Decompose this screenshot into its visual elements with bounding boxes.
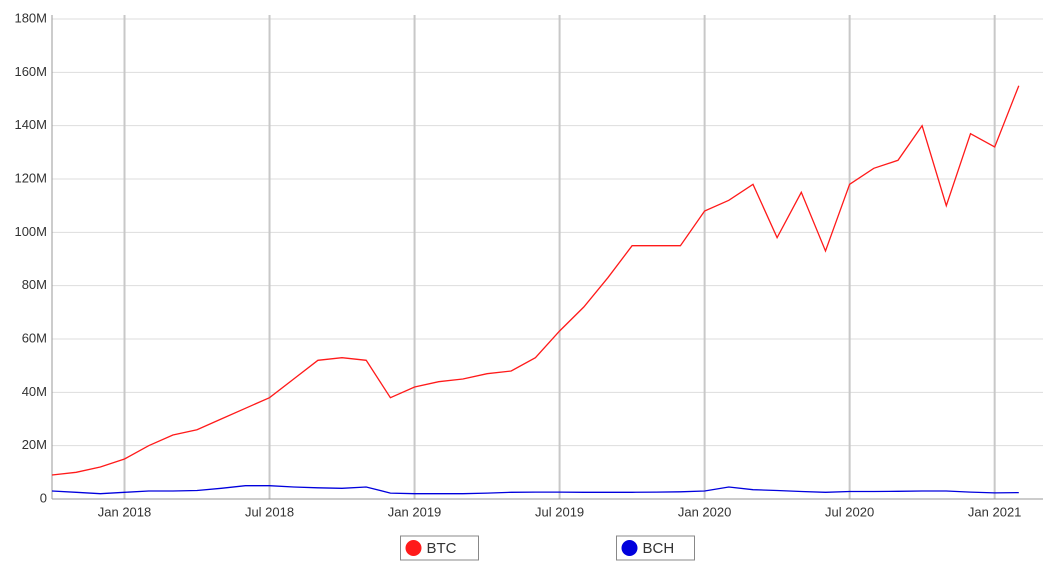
series-line [51, 85, 1020, 476]
x-tick-label: Jul 2019 [535, 504, 584, 519]
legend-item[interactable]: BCH [616, 535, 695, 561]
legend-label: BCH [643, 540, 675, 557]
x-tick-label: Jan 2021 [968, 504, 1022, 519]
legend-item[interactable]: BTC [400, 535, 479, 561]
x-tick-label: Jan 2019 [388, 504, 442, 519]
y-tick-label: 60M [22, 330, 47, 345]
legend-label: BTC [427, 540, 457, 557]
legend-swatch [405, 540, 422, 556]
y-tick-label: 100M [14, 224, 47, 239]
y-tick-label: 0 [40, 490, 47, 505]
y-tick-label: 140M [14, 117, 47, 132]
x-tick-label: Jan 2020 [678, 504, 732, 519]
legend-swatch [621, 540, 638, 556]
y-tick-label: 160M [14, 64, 47, 79]
x-tick-label: Jul 2018 [245, 504, 294, 519]
x-tick-label: Jan 2018 [98, 504, 152, 519]
x-tick-label: Jul 2020 [825, 504, 874, 519]
y-tick-label: 40M [22, 384, 47, 399]
y-tick-label: 80M [22, 277, 47, 292]
y-tick-label: 20M [22, 437, 47, 452]
y-tick-label: 180M [14, 10, 47, 25]
series-line [51, 485, 1019, 495]
y-tick-label: 120M [14, 170, 47, 185]
